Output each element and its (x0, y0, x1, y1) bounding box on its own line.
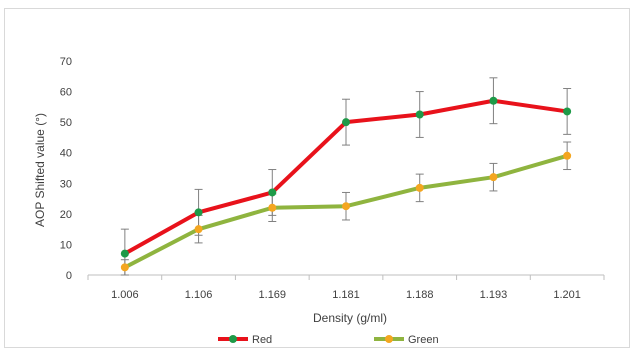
y-tick-label: 10 (60, 239, 72, 251)
x-tick-label: 1.201 (553, 289, 581, 301)
chart-frame (4, 8, 630, 348)
data-point-red (268, 188, 277, 197)
y-tick-label: 0 (66, 270, 72, 282)
x-tick-label: 1.188 (406, 289, 434, 301)
x-tick-label: 1.181 (332, 289, 360, 301)
data-point-red (415, 110, 424, 119)
y-tick-label: 50 (60, 117, 72, 129)
legend-label-green: Green (408, 334, 439, 346)
y-tick-label: 40 (60, 148, 72, 160)
data-point-green (120, 263, 129, 272)
x-tick-label: 1.193 (480, 289, 508, 301)
y-axis-title: AOP Shifted value (°) (33, 113, 47, 227)
x-tick-label: 1.169 (259, 289, 287, 301)
y-tick-label: 70 (60, 56, 72, 68)
data-point-green (194, 225, 203, 234)
data-point-green (563, 151, 572, 160)
legend-marker-red (229, 335, 237, 343)
x-axis-title: Density (g/ml) (313, 311, 387, 325)
legend-marker-green (385, 335, 393, 343)
y-tick-label: 20 (60, 209, 72, 221)
data-point-green (268, 203, 277, 212)
data-point-red (342, 118, 350, 127)
legend: Red Green (218, 334, 439, 346)
data-point-green (415, 183, 424, 192)
data-point-green (489, 173, 498, 182)
data-point-red (194, 208, 203, 217)
error-bars (120, 77, 572, 276)
data-point-red (563, 107, 572, 116)
y-axis: 0 10 20 30 40 50 60 70 (60, 56, 72, 282)
x-axis: 1.006 1.106 1.169 1.181 1.188 1.193 1.201 (87, 274, 605, 301)
series-markers (120, 96, 572, 272)
y-tick-label: 30 (60, 178, 72, 190)
legend-label-red: Red (252, 334, 272, 346)
x-tick-label: 1.106 (185, 289, 213, 301)
y-tick-label: 60 (60, 87, 72, 99)
data-point-red (489, 96, 498, 105)
data-point-red (120, 249, 129, 258)
x-tick-label: 1.006 (111, 289, 139, 301)
data-point-green (342, 202, 350, 211)
